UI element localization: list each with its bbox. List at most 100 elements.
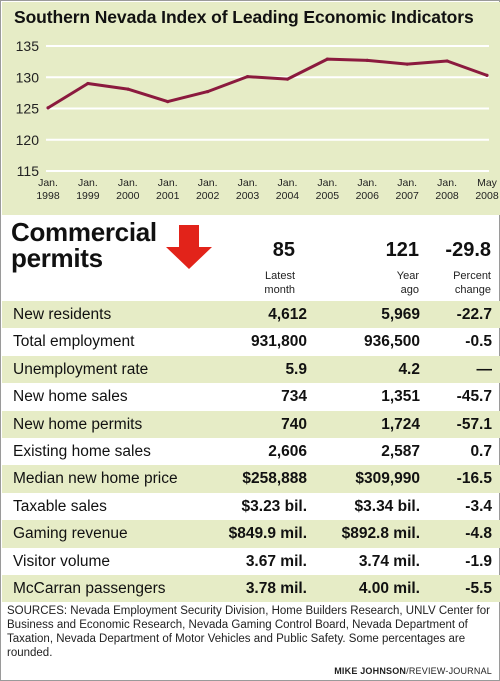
table-row: New home sales 734 1,351 -45.7 [2, 383, 500, 410]
row-year-ago: $309,990 [355, 470, 420, 488]
data-point [485, 73, 489, 77]
permits-label-line1: Commercial [11, 217, 157, 247]
permits-label-line2: permits [11, 243, 103, 273]
row-year-ago: 2,587 [381, 442, 420, 460]
column-header-percent-change: Percent change [453, 269, 491, 297]
x-tick-label: 2008 [435, 190, 459, 202]
x-tick-label: 2001 [156, 190, 180, 202]
row-year-ago: $3.34 bil. [354, 497, 420, 515]
y-tick-label: 115 [17, 163, 40, 179]
chart-panel: Southern Nevada Index of Leading Economi… [2, 2, 500, 215]
grid-lines [46, 45, 489, 172]
x-tick-label: Jan. [38, 177, 58, 189]
row-year-ago: 1,351 [381, 388, 420, 406]
x-tick-label: 2002 [196, 190, 220, 202]
x-tick-label: 2004 [276, 190, 300, 202]
permits-percent-value: -29.8 [445, 239, 491, 261]
row-year-ago: 936,500 [363, 333, 420, 351]
table-row: Taxable sales $3.23 bil. $3.34 bil. -3.4 [2, 493, 500, 520]
row-year-ago: 3.74 mil. [358, 552, 420, 570]
row-latest-month: 931,800 [250, 333, 307, 351]
y-tick-label: 130 [16, 69, 40, 85]
data-point [405, 62, 409, 66]
column-header-latest-line1: Latest [265, 270, 295, 282]
row-latest-month: 740 [281, 415, 307, 433]
x-tick-label: Jan. [158, 177, 178, 189]
y-tick-label: 135 [16, 38, 40, 54]
row-latest-month: $258,888 [242, 470, 307, 488]
commercial-permits-label: Commercial permits [11, 219, 157, 271]
x-tick-label: Jan. [198, 177, 218, 189]
table-row: Existing home sales 2,606 2,587 0.7 [2, 438, 500, 465]
row-label: Taxable sales [13, 497, 107, 515]
row-label: Existing home sales [13, 442, 151, 460]
row-percent-change: — [476, 360, 493, 378]
row-label: Gaming revenue [13, 525, 128, 543]
x-axis-ticks: Jan.1998Jan.1999Jan.2000Jan.2001Jan.2002… [36, 177, 499, 202]
x-tick-label: Jan. [317, 177, 337, 189]
row-latest-month: 3.67 mil. [245, 552, 307, 570]
credit-line: MIKE JOHNSON/REVIEW-JOURNAL [334, 666, 492, 676]
data-point [445, 59, 449, 63]
data-point [166, 100, 170, 104]
data-point [46, 106, 50, 110]
series-index [46, 57, 489, 110]
x-tick-label: 2008 [475, 190, 499, 202]
x-tick-label: 2003 [236, 190, 260, 202]
indicator-table: New residents 4,612 5,969 -22.7 Total employ… [2, 301, 500, 603]
data-point [365, 58, 369, 62]
x-tick-label: Jan. [118, 177, 138, 189]
row-label: New home permits [13, 415, 143, 433]
x-tick-label: 2000 [116, 190, 140, 202]
row-percent-change: -57.1 [456, 415, 492, 433]
row-percent-change: 0.7 [470, 442, 492, 460]
x-tick-label: 2007 [396, 190, 420, 202]
row-percent-change: -1.9 [465, 552, 492, 570]
row-year-ago: 4.00 mil. [358, 579, 420, 597]
credit-org: /REVIEW-JOURNAL [406, 666, 492, 676]
row-label: New home sales [13, 388, 128, 406]
row-year-ago: 1,724 [381, 415, 420, 433]
credit-name: MIKE JOHNSON [334, 666, 407, 676]
row-latest-month: 5.9 [285, 360, 307, 378]
data-point [245, 75, 250, 79]
row-percent-change: -22.7 [456, 306, 492, 323]
x-tick-label: Jan. [238, 177, 258, 189]
row-percent-change: -16.5 [456, 470, 492, 488]
table-row: Total employment 931,800 936,500 -0.5 [2, 328, 500, 355]
column-header-year-ago: Year ago [397, 269, 419, 297]
table-row: McCarran passengers 3.78 mil. 4.00 mil. -5.… [2, 574, 500, 603]
x-tick-label: Jan. [78, 177, 98, 189]
x-tick-label: 2006 [356, 190, 380, 202]
row-latest-month: 2,606 [268, 442, 307, 460]
row-latest-month: 734 [281, 388, 307, 406]
x-tick-label: 1998 [36, 190, 60, 202]
chart-title: Southern Nevada Index of Leading Economi… [14, 7, 474, 27]
row-percent-change: -4.8 [465, 525, 492, 543]
column-header-latest-month: Latest month [264, 269, 295, 297]
table-row: Median new home price $258,888 $309,990 -16… [2, 465, 500, 493]
row-latest-month: $849.9 mil. [228, 525, 307, 543]
data-point [325, 57, 329, 61]
x-tick-label: 2005 [316, 190, 340, 202]
table-row: New home permits 740 1,724 -57.1 [2, 410, 500, 438]
x-tick-label: Jan. [357, 177, 377, 189]
row-latest-month: 3.78 mil. [245, 579, 307, 597]
row-latest-month: $3.23 bil. [241, 497, 307, 515]
row-label: Unemployment rate [13, 360, 149, 378]
row-label: New residents [13, 306, 112, 323]
data-point [285, 77, 290, 81]
row-label: McCarran passengers [13, 579, 166, 597]
permits-year-ago-value: 121 [385, 239, 419, 261]
row-percent-change: -45.7 [456, 388, 492, 406]
row-year-ago: $892.8 mil. [341, 525, 420, 543]
row-percent-change: -3.4 [465, 497, 492, 515]
series-line [47, 57, 488, 110]
x-tick-label: Jan. [278, 177, 298, 189]
y-axis-ticks: 115 120 125 130 135 [16, 38, 40, 179]
column-header-ago-line2: ago [400, 284, 419, 296]
row-latest-month: 4,612 [268, 306, 307, 323]
y-tick-label: 125 [16, 101, 40, 117]
column-header-latest-line2: month [264, 284, 295, 296]
